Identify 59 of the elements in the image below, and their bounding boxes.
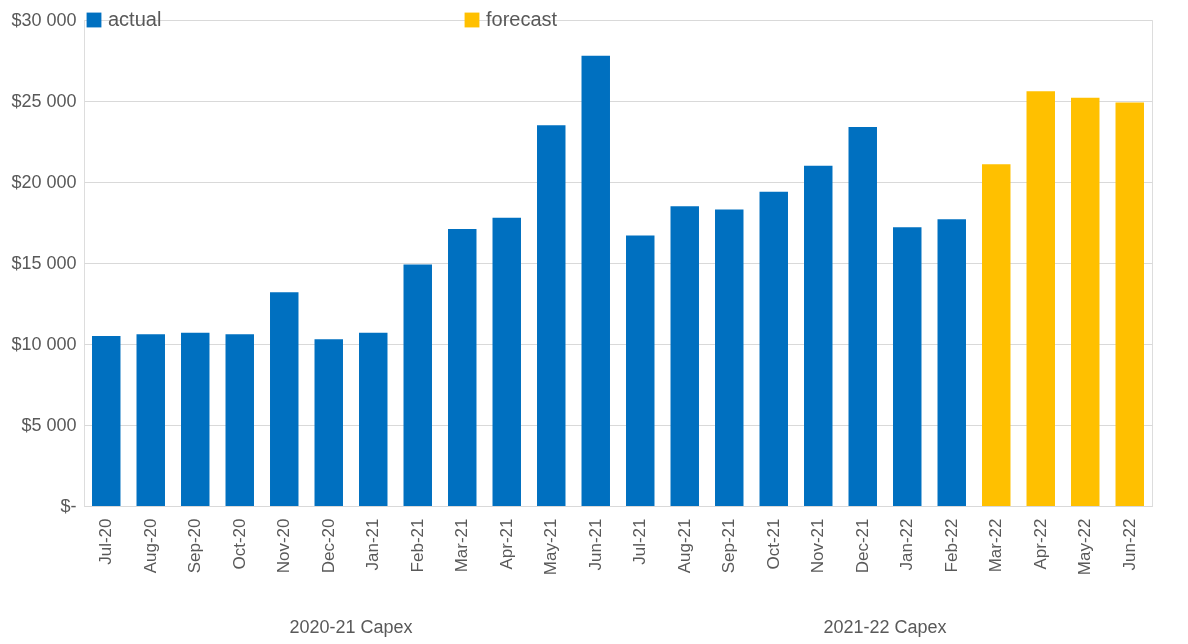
x-tick-label: Dec-21 (852, 518, 872, 574)
x-tick-label: Oct-20 (229, 518, 249, 570)
y-tick-label: $- (60, 495, 77, 516)
bar (626, 235, 655, 506)
bar (270, 292, 299, 506)
bar (1071, 97, 1100, 506)
bar (225, 334, 254, 506)
x-tick-label: Apr-22 (1030, 518, 1050, 570)
x-tick-label: Mar-21 (452, 518, 472, 573)
x-tick-label: Jun-21 (585, 518, 605, 571)
y-tick-label: $25 000 (11, 90, 77, 111)
text: 2020-21 Capex (289, 617, 413, 637)
legend-label: actual (108, 8, 162, 30)
x-tick-label: Aug-20 (140, 518, 160, 574)
legend-label: forecast (486, 8, 558, 30)
bar (804, 165, 833, 506)
bar (581, 55, 610, 506)
bar (448, 228, 477, 506)
bar (492, 217, 521, 506)
x-tick-label: Sep-20 (185, 518, 205, 574)
bar (937, 219, 966, 506)
bar (359, 332, 388, 506)
y-tick-label: $15 000 (11, 252, 77, 273)
x-tick-label: May-22 (1075, 518, 1095, 576)
bar (92, 335, 121, 506)
y-tick-label: $5 000 (21, 414, 77, 435)
bar (1026, 91, 1055, 506)
bar (715, 209, 744, 506)
bar (982, 164, 1011, 506)
text: 2021-22 Capex (823, 617, 947, 637)
x-tick-label: Feb-22 (941, 518, 961, 573)
bar (1115, 102, 1144, 506)
x-tick-label: Aug-21 (674, 518, 694, 574)
bar (314, 339, 343, 506)
bar (136, 334, 165, 506)
bar (670, 206, 699, 506)
x-tick-label: Mar-22 (986, 518, 1006, 573)
x-tick-label: Jul-21 (630, 518, 650, 565)
x-tick-label: Nov-20 (274, 518, 294, 574)
x-tick-label: Apr-21 (496, 518, 516, 570)
x-tick-label: Feb-21 (407, 518, 427, 573)
bar (181, 332, 210, 506)
x-tick-label: May-21 (541, 518, 561, 576)
bar (403, 264, 432, 506)
x-tick-label: Nov-21 (808, 518, 828, 574)
x-tick-label: Jan-21 (363, 518, 383, 571)
x-tick-label: Sep-21 (719, 518, 739, 574)
y-tick-label: $10 000 (11, 333, 77, 354)
x-tick-label: Jun-22 (1119, 518, 1139, 571)
y-tick-label: $20 000 (11, 171, 77, 192)
y-tick-label: $30 000 (11, 9, 77, 30)
bar (848, 126, 877, 506)
x-tick-label: Jul-20 (96, 518, 116, 565)
bar (759, 191, 788, 506)
bar (537, 125, 566, 506)
x-tick-label: Dec-20 (318, 518, 338, 574)
bar (893, 227, 922, 506)
x-tick-label: Jan-22 (897, 518, 917, 571)
x-tick-label: Oct-21 (763, 518, 783, 570)
